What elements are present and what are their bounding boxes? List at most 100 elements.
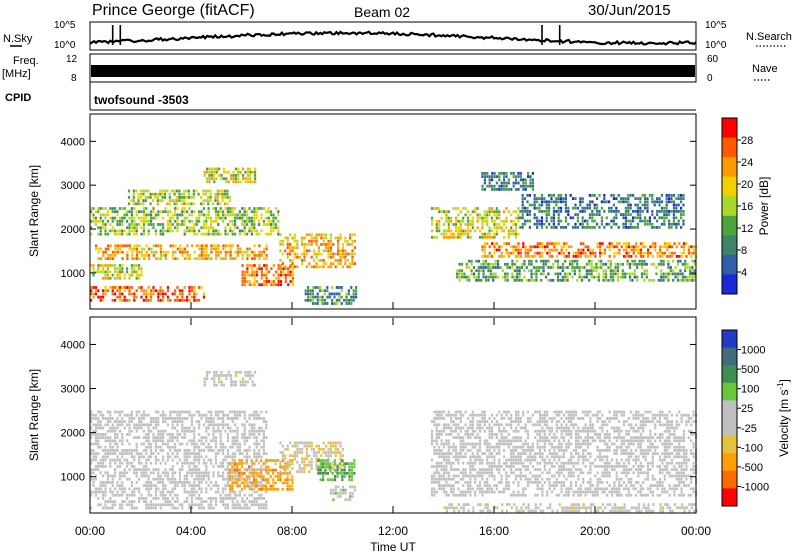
velocity-cell [121,461,124,465]
power-cell [495,242,498,245]
power-cell [123,244,127,248]
power-cell [114,247,117,251]
velocity-cell [114,461,117,465]
power-cell [679,278,682,282]
power-cell [107,244,110,248]
velocity-cell [214,436,217,439]
power-cell [521,206,524,210]
power-cell [663,213,666,216]
power-cell [222,247,225,251]
power-cell [462,232,465,236]
velocity-cell [92,449,95,452]
velocity-cell [188,481,191,484]
power-cell [183,286,186,289]
power-cell [135,289,138,293]
velocity-cell [183,429,186,433]
power-cell [221,189,224,193]
power-cell [559,272,562,276]
power-cell [263,250,266,254]
power-cell [250,226,253,230]
power-cell [508,266,512,269]
velocity-cell [198,449,201,452]
power-cell [340,295,343,299]
power-cell [258,219,261,223]
velocity-cell [469,420,472,423]
velocity-cell [214,439,217,443]
power-cell [195,298,198,302]
velocity-cell [222,458,225,462]
nsearch-tick-top: 10^5 [705,20,727,31]
power-cell [493,242,496,245]
velocity-cell [193,426,196,430]
velocity-cell [154,439,157,443]
velocity-cell [438,436,441,439]
velocity-cell [154,487,157,491]
velocity-cell [447,484,450,487]
power-cell [316,286,319,289]
power-cell [214,216,217,220]
power-cell [692,248,695,252]
power-cell [667,266,670,269]
power-cell [334,236,337,240]
power-cell [307,295,310,299]
power-cell [104,264,107,267]
power-cell [469,219,472,223]
velocity-cell [142,436,145,439]
velocity-cell [193,413,196,417]
velocity-cell [200,497,203,500]
velocity-cell [248,417,251,420]
power-cell [442,235,446,239]
velocity-cell [126,503,129,507]
velocity-cell [339,467,342,470]
velocity-cell [183,436,186,439]
power-cell [466,210,470,214]
velocity-cell [459,445,462,449]
velocity-cell [195,468,198,471]
power-cell [243,213,246,217]
velocity-cell [228,475,232,478]
power-cell [190,213,193,217]
velocity-cell [222,426,225,430]
velocity-cell [186,497,189,500]
power-cell [200,226,203,230]
power-cell [237,174,240,177]
velocity-cell [133,465,136,468]
velocity-cell [176,423,179,427]
velocity-cell [171,436,174,439]
velocity-cell [97,436,100,439]
velocity-cell [447,426,450,430]
velocity-cell [138,410,141,414]
power-cell [523,269,526,273]
velocity-cell [193,449,196,452]
power-cell [692,251,695,255]
velocity-cell [310,463,313,467]
power-cell [680,226,683,229]
velocity-cell [450,426,453,430]
power-cell [317,249,320,253]
power-cell [478,229,482,233]
power-cell [490,207,494,210]
power-cell [319,298,322,302]
velocity-cell [198,484,201,487]
velocity-cell [234,380,237,384]
power-cell [574,226,577,229]
velocity-cell [236,500,239,503]
power-cell [102,223,105,226]
power-cell [114,216,117,220]
velocity-cell [303,463,306,467]
velocity-cell [236,445,239,449]
velocity-cell [454,417,458,420]
power-cell [615,210,618,213]
power-cell [99,257,103,260]
power-cell [555,226,558,229]
power-cell [207,213,210,217]
velocity-cell [178,417,181,420]
power-cell [199,202,203,206]
power-cell [94,292,97,296]
power-cell [447,223,450,226]
power-cell [466,223,470,226]
velocity-cell [452,461,455,465]
power-cell [593,203,596,207]
power-cell [471,219,474,223]
velocity-cell [466,433,470,436]
